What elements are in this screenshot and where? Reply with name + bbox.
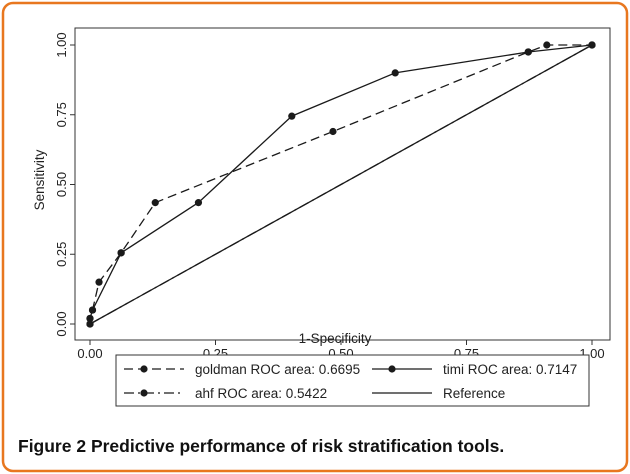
legend-label: goldman ROC area: 0.6695 bbox=[195, 362, 360, 377]
legend-key-marker bbox=[140, 365, 148, 373]
data-point bbox=[329, 127, 337, 136]
legend-label: timi ROC area: 0.7147 bbox=[443, 362, 577, 377]
legend-label: Reference bbox=[443, 386, 505, 401]
legend-item-3: Reference bbox=[372, 386, 505, 401]
x-tick-label: 0.00 bbox=[77, 346, 102, 361]
series-line bbox=[89, 44, 592, 324]
series-line bbox=[89, 44, 593, 325]
data-point bbox=[194, 199, 203, 207]
legend-items: goldman ROC area: 0.6695 timi ROC area: 0… bbox=[124, 362, 577, 401]
x-axis-label: 1-Specificity bbox=[299, 331, 372, 346]
data-point bbox=[391, 69, 399, 77]
figure-caption: Figure 2 Predictive performance of risk … bbox=[18, 436, 504, 457]
y-tick-label: 0.00 bbox=[54, 311, 69, 336]
series-3 bbox=[89, 44, 593, 325]
data-point bbox=[117, 249, 125, 257]
legend-key-marker bbox=[388, 365, 396, 373]
data-point bbox=[88, 306, 97, 314]
legend-key-marker bbox=[140, 389, 148, 397]
plot-area bbox=[74, 27, 611, 341]
data-point bbox=[288, 112, 296, 120]
data-point bbox=[86, 314, 94, 323]
data-point bbox=[524, 48, 532, 56]
data-point bbox=[151, 199, 159, 207]
y-tick-label: 0.25 bbox=[54, 242, 69, 267]
legend-item-2: ahf ROC area: 0.5422 bbox=[124, 386, 327, 401]
y-tick-label: 0.50 bbox=[54, 172, 69, 197]
legend-box bbox=[115, 354, 590, 407]
legend: goldman ROC area: 0.6695 timi ROC area: 0… bbox=[115, 354, 590, 407]
legend-item-0: goldman ROC area: 0.6695 bbox=[124, 362, 360, 377]
y-tick-label: 1.00 bbox=[54, 32, 69, 57]
data-point bbox=[95, 278, 103, 286]
y-axis-label: Sensitivity bbox=[32, 149, 47, 210]
caption-label: Figure 2 bbox=[18, 436, 87, 456]
data-point bbox=[543, 41, 551, 49]
legend-item-1: timi ROC area: 0.7147 bbox=[372, 362, 577, 377]
caption-text: Predictive performance of risk stratific… bbox=[90, 436, 505, 456]
roc-chart: 0.00 0.25 0.50 0.75 1.000.000.250.500.751.00… bbox=[32, 27, 611, 361]
legend-label: ahf ROC area: 0.5422 bbox=[195, 386, 327, 401]
y-tick-label: 0.75 bbox=[54, 102, 69, 127]
series-layer bbox=[86, 41, 596, 328]
